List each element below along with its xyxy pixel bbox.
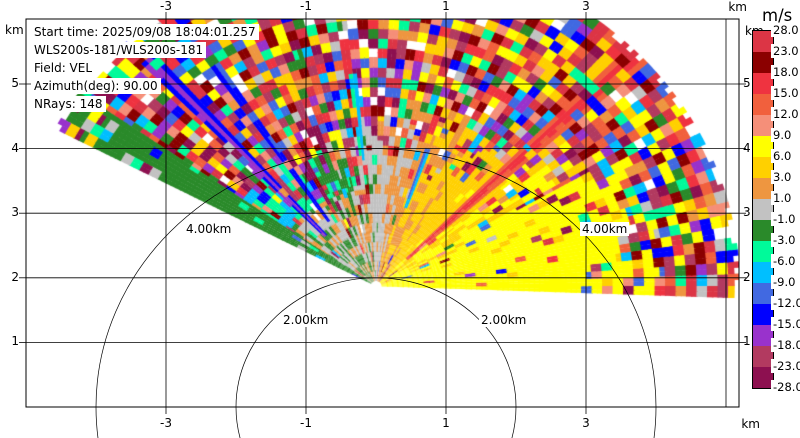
colorbar-segment [753,178,773,199]
colorbar-tick-label: 23.0 [771,44,800,58]
colorbar-tick-label: 9.0 [771,128,794,142]
bottom-axis-tick-label: -1 [300,416,312,430]
top-axis-tick-label: -1 [300,0,312,13]
colorbar-tick-label: 28.0 [771,23,800,37]
range-ring-label: 2.00km [281,313,331,327]
colorbar-segment [753,367,773,388]
colorbar-segment [753,220,773,241]
colorbar-segment [753,52,773,73]
colorbar-segment [753,283,773,304]
colorbar-tick-label: 3.0 [771,170,794,184]
colorbar-segment [753,31,773,52]
nrays-label: NRays: 148 [31,96,106,112]
range-ring [235,277,517,438]
colorbar-tick-label: 6.0 [771,149,794,163]
instrument-label: WLS200s-181/WLS200s-181 [31,42,207,58]
range-ring-label: 4.00km [580,222,630,236]
colorbar-tick-label: -6.0 [771,254,798,268]
range-ring [95,148,657,438]
bottom-axis-tick-label: -3 [160,416,172,430]
colorbar-tick-label: -28.0 [771,380,800,394]
azimuth-label: Azimuth(deg): 90.00 [31,78,161,94]
colorbar-tick-label: 18.0 [771,65,800,79]
colorbar-tick-label: 15.0 [771,86,800,100]
colorbar-segment [753,346,773,367]
colorbar-segment [753,262,773,283]
colorbar-segment [753,304,773,325]
colorbar-segment [753,94,773,115]
colorbar-tick-label: -3.0 [771,233,798,247]
left-axis-tick-label: 2 [11,269,19,284]
colorbar-tick-label: 1.0 [771,191,794,205]
colorbar-segment [753,73,773,94]
bottom-axis-unit-label: km [741,417,760,431]
range-ring-label: 4.00km [184,222,234,236]
colorbar-tick-label: -12.0 [771,296,800,310]
colorbar-tick-label: -9.0 [771,275,798,289]
range-ring-label: 2.00km [479,313,529,327]
top-axis-tick-label: 3 [582,0,590,13]
right-axis-tick-label: 3 [743,205,751,220]
colorbar-tick-label: -1.0 [771,212,798,226]
left-axis-tick-label: 3 [11,205,19,220]
left-axis-tick-label: 1 [11,334,19,349]
colorbar-segment [753,325,773,346]
colorbar-tick-label: -18.0 [771,338,800,352]
colorbar-segment [753,157,773,178]
colorbar-tick-label: 12.0 [771,107,800,121]
top-axis-unit-label: km [728,0,747,14]
bottom-axis-tick-label: 3 [582,416,590,430]
colorbar-segment [753,136,773,157]
field-label: Field: VEL [31,60,96,76]
start-time-label: Start time: 2025/09/08 18:04:01.257 [31,24,259,40]
right-axis-tick-label: 2 [743,269,751,284]
colorbar-segment [753,115,773,136]
colorbar-tick-label: -15.0 [771,317,800,331]
top-axis-tick-label: -3 [160,0,172,13]
left-axis-tick-label: 4 [11,140,19,155]
colorbar-title: m/s [762,6,793,25]
colorbar-tick-label: -23.0 [771,359,800,373]
bottom-axis-tick-label: 1 [442,416,450,430]
top-axis-tick-label: 1 [442,0,450,13]
right-axis-tick-label: 4 [743,140,751,155]
right-axis-tick-label: 5 [743,76,751,90]
left-axis-tick-label: 5 [11,76,19,90]
velocity-colorbar [752,30,774,389]
left-axis-unit-label: km [5,23,24,37]
right-axis-tick-label: 1 [743,334,751,349]
colorbar-segment [753,199,773,220]
colorbar-segment [753,241,773,262]
